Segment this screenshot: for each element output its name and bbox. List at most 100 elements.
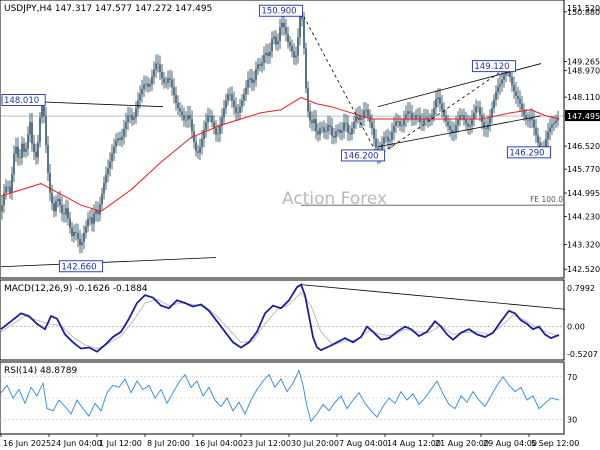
price-candle [285, 18, 287, 42]
price-candle [255, 61, 257, 87]
price-candle [137, 92, 139, 116]
price-candle [205, 113, 207, 138]
price-candle [159, 55, 161, 80]
candle-body [349, 132, 351, 135]
candle-body [373, 128, 375, 139]
candle-body [39, 117, 41, 143]
candle-body [95, 210, 97, 214]
price-candle [395, 113, 397, 134]
price-candle [347, 114, 349, 141]
price-annotation: 148.010 [1, 94, 46, 106]
price-candle [235, 97, 237, 122]
price-candle [359, 105, 361, 129]
price-axis-label: 145.770 [567, 165, 600, 174]
candle-body [237, 112, 239, 114]
candle-body [441, 103, 443, 110]
price-candle [95, 201, 97, 222]
price-candle [473, 104, 475, 127]
candle-body [495, 92, 497, 100]
price-candle [53, 196, 55, 218]
candle-body [277, 41, 279, 45]
price-candle [547, 122, 549, 148]
price-candle [203, 120, 205, 148]
candle-body [317, 131, 319, 135]
candle-body [143, 84, 145, 89]
annotation-text: 146.290 [509, 148, 544, 158]
candle-body [497, 86, 499, 93]
candle-body [177, 102, 179, 109]
candle-body [469, 125, 471, 127]
candle-body [187, 115, 189, 120]
candle-body [141, 88, 143, 95]
price-candle [111, 144, 113, 170]
candle-body [401, 125, 403, 126]
price-candle [77, 223, 79, 248]
price-candle [401, 118, 403, 133]
candle-body [19, 157, 21, 159]
candle-body [281, 22, 283, 28]
time-axis-label: 14 Aug 12:00 [387, 439, 441, 448]
candle-body [89, 217, 91, 219]
price-candle [521, 95, 523, 117]
candle-body [181, 111, 183, 116]
candle-body [305, 48, 307, 89]
candle-body [503, 75, 505, 80]
macd-axis-label: 0.7992 [567, 284, 595, 293]
price-candle [195, 136, 197, 157]
candle-body [125, 122, 127, 129]
price-candle [537, 127, 539, 150]
candle-body [131, 115, 133, 120]
price-candle [337, 123, 339, 137]
price-candle [311, 111, 313, 132]
price-candle [267, 43, 269, 65]
candle-body [227, 94, 229, 101]
price-annotation: 146.290 [506, 146, 552, 158]
candle-body [425, 117, 427, 119]
price-candle [387, 128, 389, 149]
annotation-box [471, 60, 517, 73]
candle-body [157, 63, 159, 65]
price-candle [7, 180, 9, 193]
annotation-box [340, 149, 386, 162]
price-candle [303, 11, 305, 55]
price-candle [353, 115, 355, 134]
candle-body [531, 117, 533, 120]
candle-body [363, 110, 365, 119]
price-candle [291, 39, 293, 58]
price-candle [449, 118, 451, 137]
candle-body [527, 119, 529, 121]
candle-body [477, 106, 479, 108]
time-axis-label: 7 Aug 04:00 [339, 439, 388, 448]
candle-body [461, 115, 463, 116]
price-panel-title: USDJPY,H4 147.317 147.577 147.272 147.49… [4, 4, 212, 14]
price-axis-label: 148.110 [567, 93, 600, 102]
candle-body [201, 139, 203, 147]
candle-body [9, 186, 11, 193]
candle-body [215, 128, 217, 135]
price-candle [257, 57, 259, 75]
candle-body [159, 64, 161, 73]
candle-body [261, 62, 263, 66]
price-candle [97, 201, 99, 223]
candle-body [213, 122, 215, 129]
current-price-box [565, 110, 600, 122]
price-candle [409, 102, 411, 121]
candle-body [271, 38, 273, 52]
candle-body [511, 76, 513, 86]
candle-body [287, 33, 289, 43]
candle-body [235, 106, 237, 113]
candle-body [197, 151, 199, 153]
candle-body [323, 127, 325, 133]
rsi-panel-frame [0, 361, 565, 435]
price-candle [179, 101, 181, 117]
candle-body [43, 105, 45, 116]
candle-body [381, 143, 383, 150]
rsi-axis-label: 30 [567, 415, 577, 424]
candle-body [139, 94, 141, 101]
candle-body [103, 182, 105, 194]
candle-body [55, 201, 57, 212]
annotation-box [58, 260, 104, 273]
candle-body [391, 132, 393, 140]
price-candle [115, 133, 117, 154]
candle-body [465, 119, 467, 124]
